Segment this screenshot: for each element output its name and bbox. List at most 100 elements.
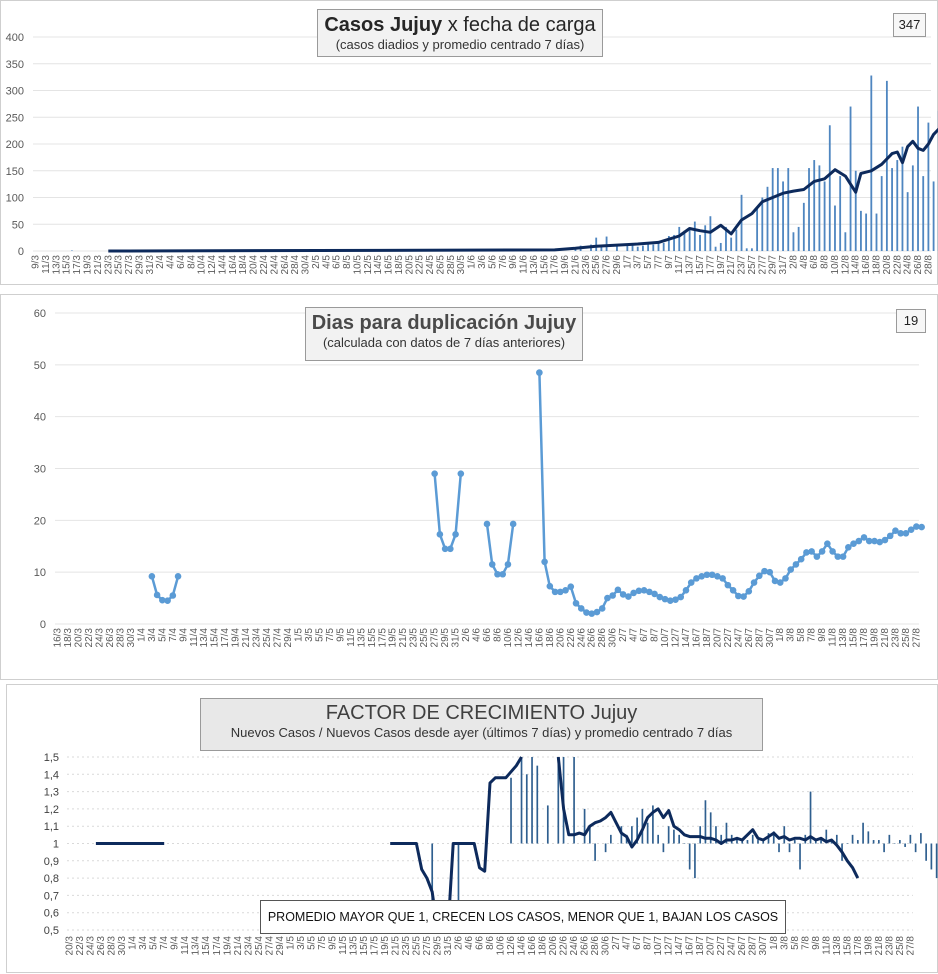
duplicacion-point: [489, 561, 496, 568]
factor-x-tick-label: 29/4: [275, 936, 286, 956]
factor-daily-bar: [931, 844, 933, 870]
duplicacion-y-tick-label: 40: [34, 412, 46, 424]
factor-daily-bar: [584, 809, 586, 844]
casos-daily-bar: [870, 76, 872, 251]
chart-factor-title-b: Jujuy: [591, 702, 638, 724]
casos-y-tick-label: 200: [6, 139, 24, 151]
duplicacion-x-tick-label: 5/4: [157, 628, 168, 642]
duplicacion-point: [819, 548, 826, 555]
duplicacion-y-tick-label: 0: [40, 619, 46, 631]
duplicacion-x-tick-label: 22/6: [566, 628, 577, 648]
casos-daily-bar: [917, 107, 919, 251]
duplicacion-x-tick-label: 3/8: [786, 628, 797, 642]
duplicacion-x-tick-label: 23/4: [252, 628, 263, 648]
casos-x-tick-label: 28/8: [923, 255, 934, 275]
chart-duplicacion-title-text: Dias para duplicación Jujuy: [306, 312, 582, 335]
factor-daily-bar: [689, 844, 691, 870]
duplicacion-point: [615, 586, 622, 593]
factor-daily-bar: [610, 835, 612, 844]
factor-x-tick-label: 16/7: [685, 936, 696, 956]
factor-x-tick-label: 9/4: [170, 936, 181, 950]
factor-x-tick-label: 22/3: [75, 936, 86, 956]
casos-daily-bar: [652, 245, 654, 251]
factor-x-tick-label: 3/4: [138, 936, 149, 950]
casos-x-tick-label: 22/8: [892, 255, 903, 275]
duplicacion-x-tick-label: 8/7: [650, 628, 661, 642]
chart-factor-title-a: FACTOR DE CRECIMIENTO: [326, 702, 585, 724]
factor-x-tick-label: 13/4: [191, 936, 202, 956]
factor-x-tick-label: 4/7: [622, 936, 633, 950]
casos-x-tick-label: 15/6: [539, 255, 550, 275]
duplicacion-x-tick-label: 24/3: [95, 628, 106, 648]
factor-daily-bar: [694, 844, 696, 879]
factor-y-tick-label: 1: [53, 839, 59, 851]
factor-x-tick-label: 11/4: [180, 936, 191, 955]
factor-x-tick-label: 24/3: [86, 936, 97, 956]
factor-x-tick-label: 23/5: [401, 936, 412, 956]
casos-daily-bar: [839, 176, 841, 251]
factor-x-tick-label: 21/5: [390, 936, 401, 956]
factor-y-tick-label: 1,3: [44, 787, 59, 799]
casos-y-tick-label: 50: [12, 219, 24, 231]
duplicacion-x-tick-label: 15/5: [367, 628, 378, 648]
casos-x-tick-label: 7/6: [498, 255, 509, 269]
factor-x-tick-label: 13/5: [348, 936, 359, 956]
duplicacion-y-tick-label: 20: [34, 515, 46, 527]
casos-daily-bar: [876, 214, 878, 251]
factor-x-tick-label: 31/5: [443, 936, 454, 956]
duplicacion-point: [751, 579, 758, 586]
factor-x-tick-label: 17/5: [369, 936, 380, 956]
factor-x-tick-label: 8/7: [643, 936, 654, 950]
duplicacion-x-tick-label: 7/5: [325, 628, 336, 642]
casos-x-tick-label: 26/8: [913, 255, 924, 275]
casos-daily-bar: [678, 227, 680, 251]
factor-x-tick-label: 27/4: [264, 936, 275, 956]
chart-casos-title: Casos Jujuy x fecha de carga (casos diad…: [317, 9, 603, 57]
casos-y-tick-label: 150: [6, 166, 24, 178]
casos-x-tick-label: 18/5: [394, 255, 405, 275]
casos-daily-bar: [772, 168, 774, 251]
casos-x-tick-label: 25/7: [747, 255, 758, 275]
factor-daily-bar: [657, 835, 659, 844]
casos-daily-bar: [720, 243, 722, 251]
factor-x-tick-label: 1/8: [769, 936, 780, 950]
factor-daily-bar: [778, 844, 780, 853]
duplicacion-x-tick-label: 7/4: [168, 628, 179, 642]
casos-daily-bar: [777, 168, 779, 251]
factor-x-tick-label: 23/4: [243, 936, 254, 956]
factor-promedio-line: [558, 757, 858, 878]
duplicacion-x-tick-label: 27/8: [911, 628, 922, 648]
casos-daily-bar: [715, 247, 717, 251]
casos-x-tick-label: 11/6: [519, 255, 530, 274]
factor-daily-bar: [789, 844, 791, 853]
duplicacion-x-tick-label: 1/8: [775, 628, 786, 642]
casos-x-tick-label: 20/8: [882, 255, 893, 275]
duplicacion-point: [573, 600, 580, 607]
duplicacion-x-tick-label: 7/8: [807, 628, 818, 642]
casos-x-tick-label: 3/7: [633, 255, 644, 269]
factor-x-tick-label: 19/8: [863, 936, 874, 956]
casos-x-tick-label: 19/6: [560, 255, 571, 275]
duplicacion-x-tick-label: 23/8: [890, 628, 901, 648]
casos-x-tick-label: 3/6: [477, 255, 488, 269]
casos-x-tick-label: 4/8: [799, 255, 810, 269]
duplicacion-x-tick-label: 11/4: [189, 628, 200, 647]
duplicacion-x-tick-label: 26/3: [105, 628, 116, 648]
factor-daily-bar: [573, 757, 575, 844]
duplicacion-point: [599, 605, 606, 612]
duplicacion-x-tick-label: 4/6: [472, 628, 483, 642]
casos-x-tick-label: 9/6: [508, 255, 519, 269]
duplicacion-x-tick-label: 4/7: [629, 628, 640, 642]
chart-factor-note: PROMEDIO MAYOR QUE 1, CRECEN LOS CASOS, …: [260, 900, 786, 934]
duplicacion-x-tick-label: 22/7: [723, 628, 734, 648]
casos-x-tick-label: 12/5: [363, 255, 374, 275]
factor-daily-bar: [910, 835, 912, 844]
casos-daily-bar: [699, 235, 701, 251]
factor-x-tick-label: 6/6: [474, 936, 485, 950]
casos-x-tick-label: 13/6: [529, 255, 540, 275]
factor-x-tick-label: 20/6: [548, 936, 559, 956]
casos-x-tick-label: 24/4: [269, 255, 280, 275]
casos-x-tick-label: 31/3: [145, 255, 156, 275]
casos-x-tick-label: 27/3: [124, 255, 135, 275]
casos-daily-bar: [922, 176, 924, 251]
